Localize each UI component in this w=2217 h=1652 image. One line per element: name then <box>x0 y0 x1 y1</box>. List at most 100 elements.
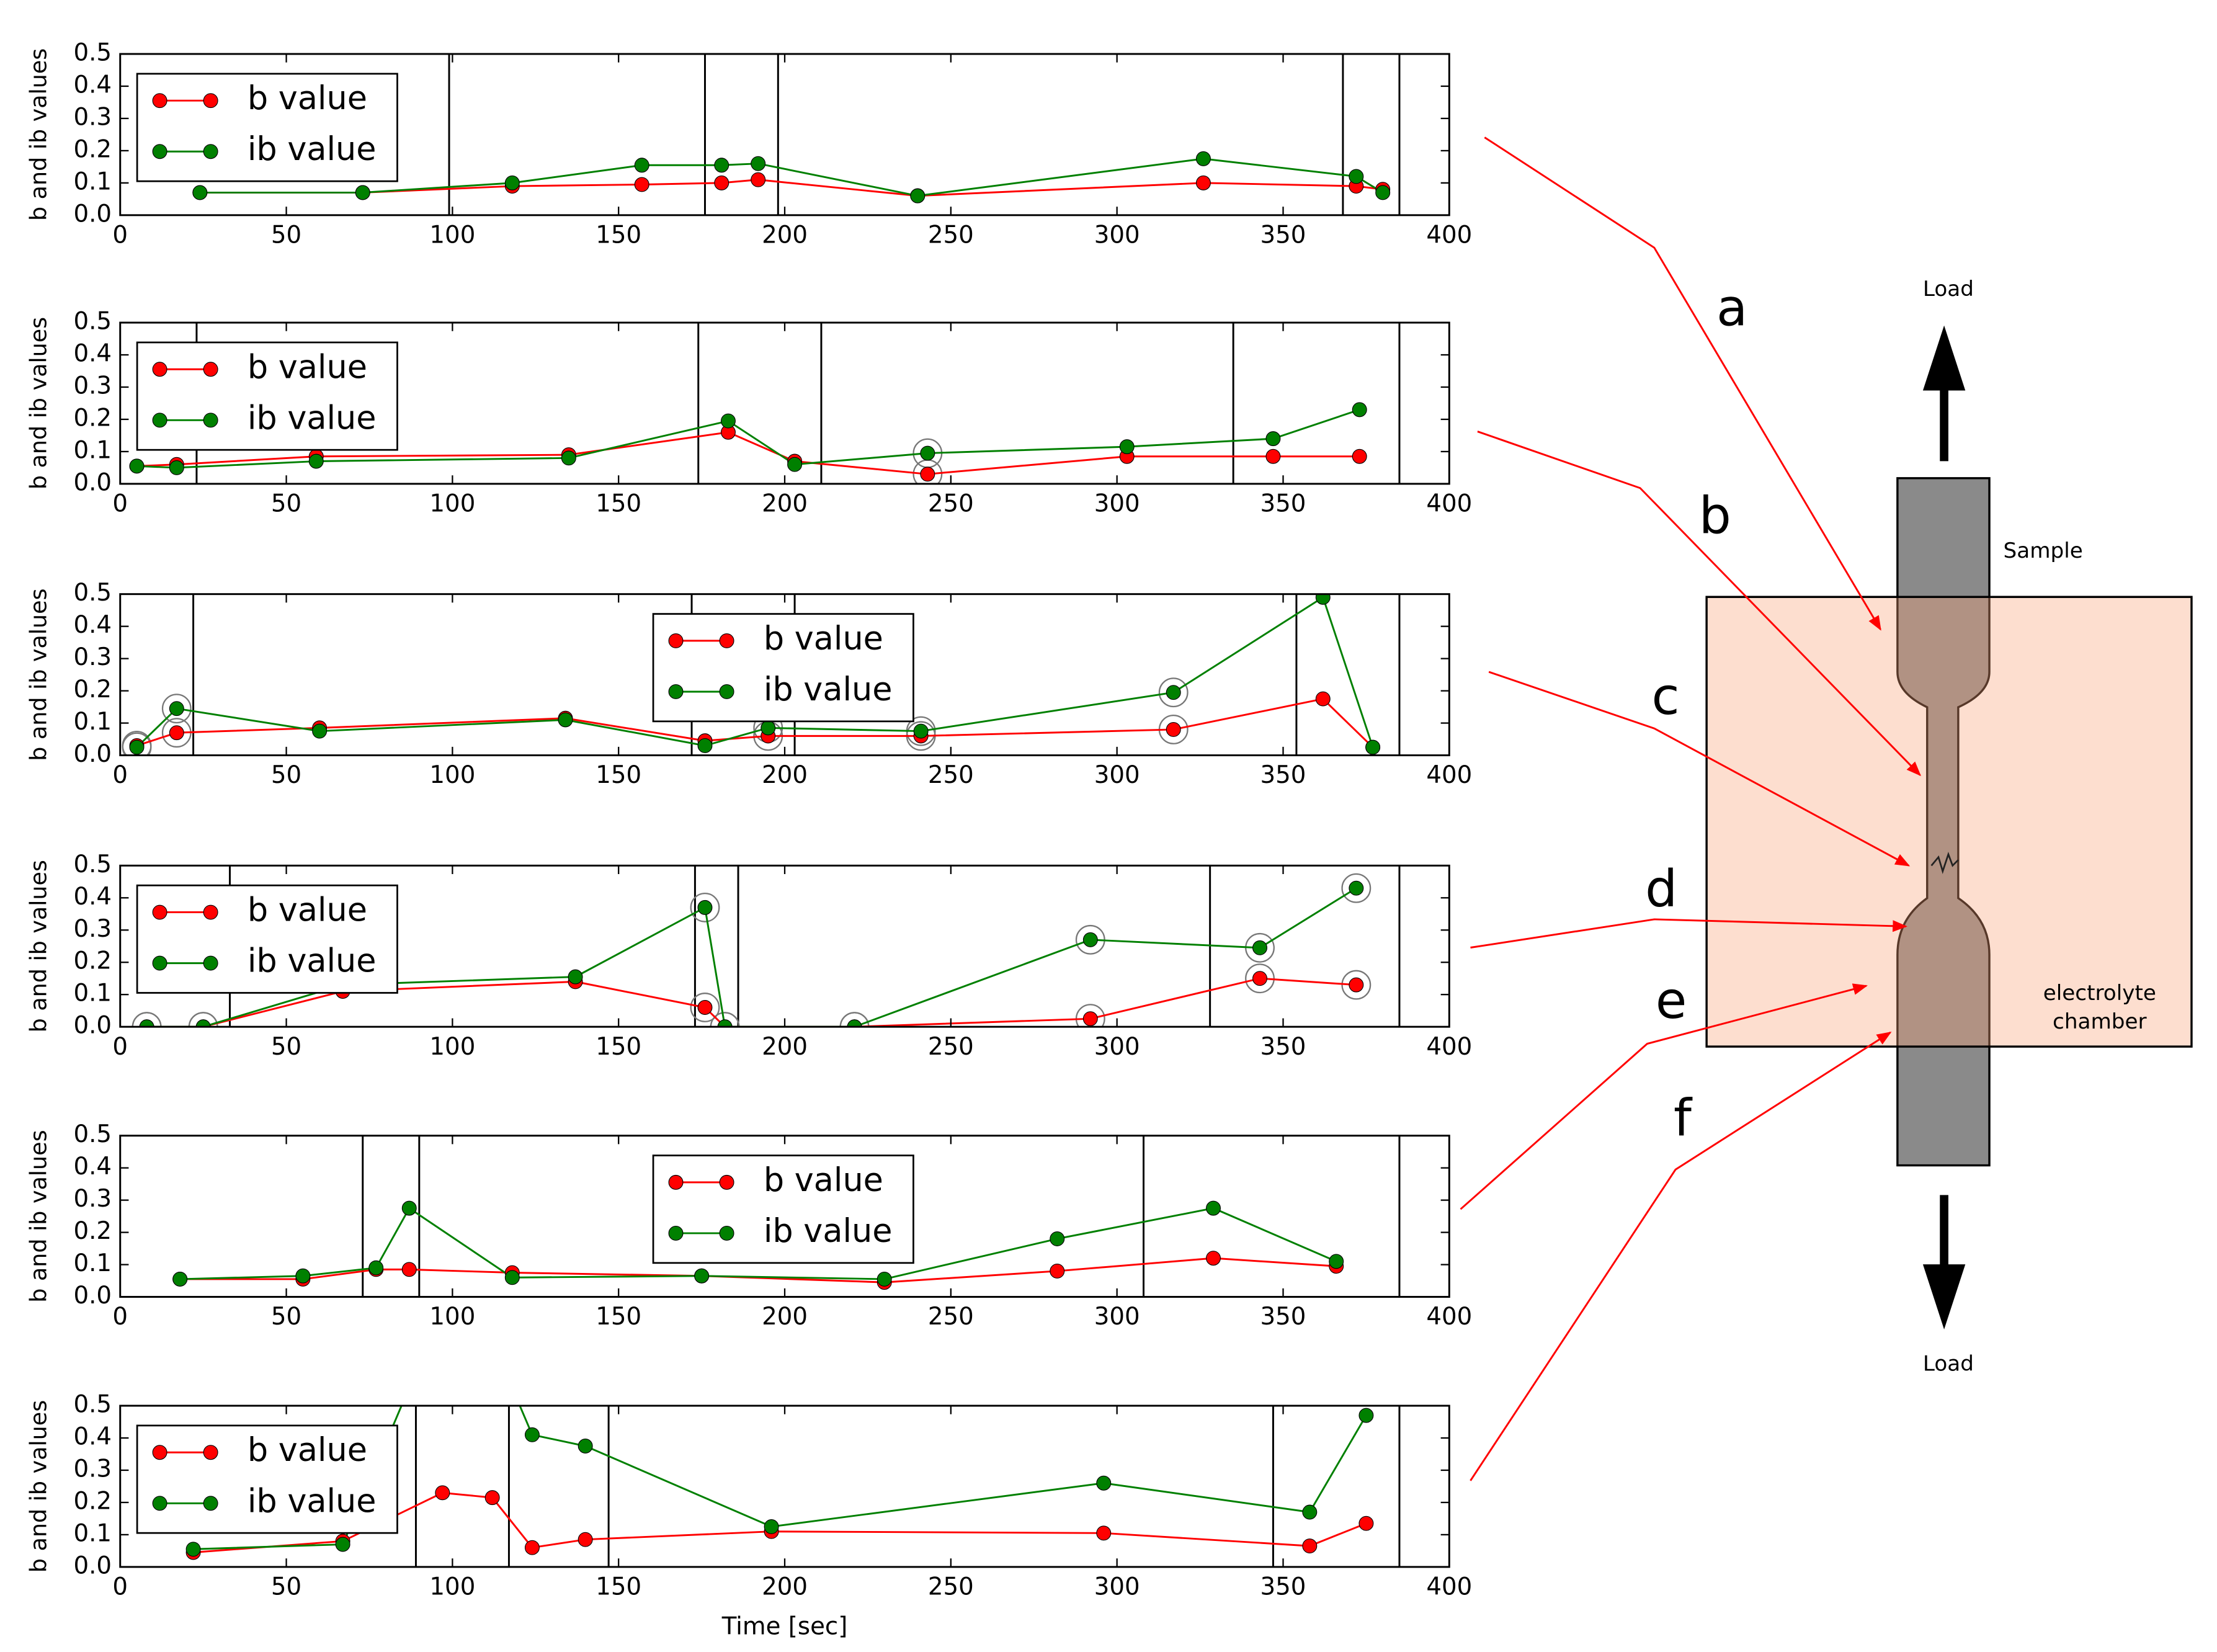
y-tick-label: 0.1 <box>73 708 112 736</box>
legend-box <box>652 613 914 723</box>
data-point <box>561 450 576 466</box>
highlight-ring <box>690 993 720 1022</box>
data-point <box>1329 1254 1344 1269</box>
pointer-arrow <box>1470 918 1907 949</box>
x-tick-label: 400 <box>1426 761 1472 789</box>
x-tick-label: 200 <box>762 1573 808 1601</box>
legend-marker <box>203 362 218 377</box>
x-tick-label: 200 <box>762 490 808 518</box>
legend: b value ib value <box>136 341 398 451</box>
legend: b value ib value <box>136 73 398 182</box>
data-point <box>578 1532 593 1547</box>
x-tick-label: 400 <box>1426 490 1472 518</box>
x-tick-label: 300 <box>1094 1033 1140 1061</box>
highlight-ring <box>1245 963 1275 994</box>
legend-box <box>136 884 398 994</box>
data-point <box>435 1485 450 1501</box>
x-tick-label: 350 <box>1260 1573 1306 1601</box>
y-tick-label: 0.2 <box>73 676 112 703</box>
chamber-label: chamber <box>2053 1009 2147 1034</box>
data-point <box>524 1540 540 1555</box>
x-tick-label: 250 <box>928 1573 974 1601</box>
x-tick-label: 250 <box>928 1033 974 1061</box>
data-point <box>1195 175 1211 190</box>
data-point <box>169 460 184 475</box>
panel-label: e <box>1656 971 1687 1030</box>
y-tick-label: 0.3 <box>73 372 112 400</box>
series-line <box>200 158 1383 197</box>
data-point <box>1375 185 1391 200</box>
series-line <box>200 179 1383 197</box>
legend-marker <box>668 1225 684 1241</box>
data-point <box>484 1490 500 1506</box>
legend-box <box>136 73 398 182</box>
data-point <box>195 1019 211 1027</box>
data-point <box>1265 431 1281 447</box>
data-point <box>764 1519 779 1534</box>
y-tick-label: 0.4 <box>73 883 112 911</box>
data-point <box>694 1268 710 1284</box>
x-tick-label: 200 <box>762 1303 808 1331</box>
legend-marker <box>719 1225 734 1241</box>
data-point <box>697 738 713 753</box>
legend-label: b value <box>248 891 367 929</box>
x-tick-label: 50 <box>271 1573 301 1601</box>
x-tick-label: 300 <box>1094 1303 1140 1331</box>
y-tick-label: 0.4 <box>73 1153 112 1181</box>
y-axis-label: b and ib values <box>25 1130 51 1302</box>
legend-marker <box>719 633 734 648</box>
legend-label: ib value <box>248 130 377 168</box>
legend-box <box>652 1154 914 1264</box>
data-point <box>1358 1408 1374 1423</box>
legend: b value ib value <box>136 1424 398 1534</box>
y-tick-label: 0.5 <box>73 38 112 66</box>
data-point <box>368 1260 384 1275</box>
data-point <box>504 1270 520 1285</box>
x-tick-label: 50 <box>271 761 301 789</box>
panel-label: b <box>1699 486 1731 545</box>
plot-area <box>129 323 1401 484</box>
chamber-label: electrolyte <box>2043 981 2156 1006</box>
legend-marker <box>719 684 734 699</box>
sample-label: Sample <box>2004 538 2083 563</box>
legend-marker <box>152 362 167 377</box>
data-point <box>634 158 649 173</box>
data-point <box>1166 721 1181 737</box>
x-tick-label: 150 <box>596 1303 641 1331</box>
highlight-ring <box>161 694 192 724</box>
data-point <box>578 1439 593 1453</box>
load-arrow-head <box>1922 325 1966 391</box>
x-tick-label: 300 <box>1094 761 1140 789</box>
subplot: 0 50 100 150 200 250 300 350 400 0.0 0.1 0.2 0.3 0.4 0… <box>25 579 1472 789</box>
data-point <box>1252 971 1267 986</box>
highlight-ring <box>1158 677 1189 708</box>
data-point <box>1166 685 1181 700</box>
y-tick-label: 0.4 <box>73 71 112 99</box>
data-point <box>714 175 729 190</box>
panel-label: f <box>1674 1089 1693 1148</box>
plot-area <box>122 594 1401 756</box>
x-tick-label: 0 <box>112 1573 128 1601</box>
highlight-ring <box>122 732 152 756</box>
y-tick-label: 0.0 <box>73 740 112 768</box>
x-tick-label: 200 <box>762 1033 808 1061</box>
data-point <box>401 1262 417 1277</box>
y-tick-label: 0.5 <box>73 1120 112 1148</box>
x-tick-label: 350 <box>1260 221 1306 249</box>
x-tick-label: 100 <box>429 221 475 249</box>
x-tick-label: 100 <box>429 761 475 789</box>
x-tick-label: 100 <box>429 1033 475 1061</box>
y-tick-label: 0.5 <box>73 579 112 607</box>
x-tick-label: 250 <box>928 490 974 518</box>
x-tick-label: 350 <box>1260 490 1306 518</box>
load-arrow-head <box>1922 1264 1966 1329</box>
x-tick-label: 200 <box>762 221 808 249</box>
x-tick-label: 0 <box>112 1033 128 1061</box>
x-tick-label: 100 <box>429 490 475 518</box>
legend: b value ib value <box>136 884 398 994</box>
x-tick-label: 300 <box>1094 490 1140 518</box>
y-tick-label: 0.4 <box>73 1422 112 1450</box>
data-point <box>1082 932 1098 947</box>
x-tick-label: 350 <box>1260 1033 1306 1061</box>
panel-label: d <box>1645 860 1677 919</box>
